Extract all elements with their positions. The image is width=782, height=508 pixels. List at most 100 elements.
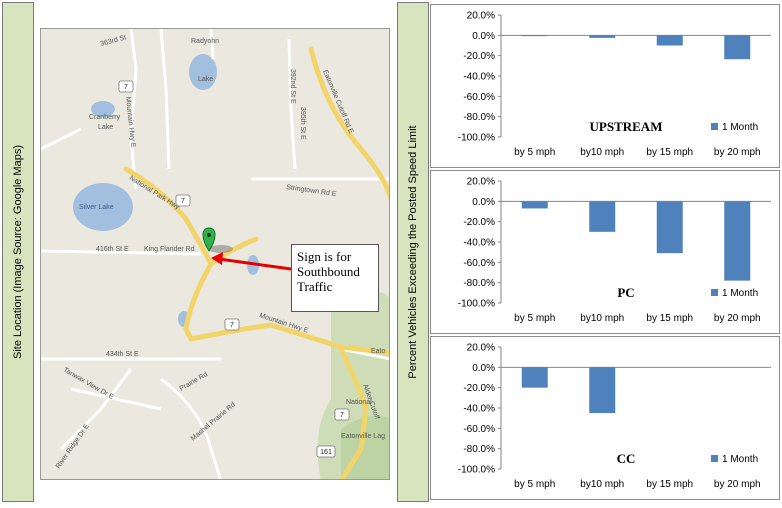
y-tick-label: 0.0% [472,197,495,208]
bar [724,35,751,60]
map-canvas: 7 7 7 7 161 363rd St Radyohn Lake 392nd … [41,29,389,479]
map-label: 416th St E [96,246,129,253]
bar [724,201,751,281]
highways [123,46,389,479]
chart-title: CC [617,451,636,466]
legend-label: 1 Month [722,454,758,465]
y-tick-label: 20.0% [467,11,495,22]
y-tick-label: -100.0% [458,465,495,476]
route-shield [224,318,240,331]
bar [589,35,616,38]
silver-lake [73,183,133,231]
x-tick-label: by 20 mph [714,479,761,490]
y-tick-label: -60.0% [463,424,495,435]
y-tick-label: -40.0% [463,238,495,249]
upstream-chart-plot: 20.0% 0.0% -20.0% -40.0% -60.0% -80.0% -100.0%… [458,11,771,158]
x-tick-label: by10 mph [580,479,624,490]
bar [521,367,548,388]
legend-swatch [711,289,718,296]
y-tick-label: -80.0% [463,112,495,123]
chart-title: UPSTREAM [590,119,663,134]
legend-label: 1 Month [722,288,758,299]
callout-line: Sign is for [297,249,352,264]
sign-callout: Sign is for Southbound Traffic [291,244,379,312]
y-axis-title: Percent Vehicles Exceeding the Posted Sp… [407,125,419,379]
route-7-label: 7 [124,84,128,91]
x-tick-label: by 15 mph [646,479,693,490]
map-label: Eato [371,348,386,355]
map-label: Stringtown Rd E [286,184,337,198]
route-7-label: 7 [340,412,344,419]
bar [656,201,683,254]
y-tick-label: -60.0% [463,258,495,269]
x-tick-label: by 15 mph [646,313,693,324]
map-label: 392nd St E [289,69,296,104]
route-shields [118,80,350,458]
left-sidebar: Site Location (Image Source: Google Maps… [2,2,34,502]
map-label: Eatonville Lag [341,433,385,440]
y-tick-label: -20.0% [463,51,495,62]
pc-chart-plot: 20.0% 0.0% -20.0% -40.0% -60.0% -80.0% -100.0%… [458,177,771,324]
map-label: Tanwax View Dr E [62,367,115,402]
x-tick-label: by 20 mph [714,313,761,324]
y-tick-label: -20.0% [463,217,495,228]
y-tick-label: 0.0% [472,363,495,374]
callout-line: Southbound [297,264,360,279]
cc-chart: 20.0% 0.0% -20.0% -40.0% -60.0% -80.0% -100.0%… [430,336,780,500]
cranberry-lake [91,101,115,117]
y-tick-label: -80.0% [463,444,495,455]
y-tick-label: 20.0% [467,343,495,354]
map-label: Cranberry [89,114,121,121]
x-tick-label: by 5 mph [514,147,555,158]
legend-swatch [711,455,718,462]
legend-label: 1 Month [722,122,758,133]
route-shield [334,408,350,421]
y-tick-label: -40.0% [463,72,495,83]
map-label: River Ridge Dr E [55,423,91,470]
x-tick-label: by 20 mph [714,147,761,158]
x-tick-label: by 5 mph [514,313,555,324]
map-label: 363rd St [100,34,127,48]
map-label: Eatonville Cutoff Rd E [321,69,354,135]
site-location-label: Site Location (Image Source: Google Maps… [12,144,24,360]
y-tick-label: -20.0% [463,383,495,394]
y-tick-label: 20.0% [467,177,495,188]
y-tick-label: 0.0% [472,31,495,42]
y-tick-label: -100.0% [458,133,495,144]
route-7-label: 7 [230,322,234,329]
bar [589,201,616,232]
map-label: 434th St E [106,351,139,358]
x-tick-label: by 5 mph [514,479,555,490]
bar [521,35,548,37]
route-161-label: 161 [320,449,332,456]
minor-roads [41,29,389,479]
y-tick-label: -80.0% [463,278,495,289]
bar [656,35,683,46]
bar [589,367,616,414]
map-label: Mashel Prairie Rd [190,401,237,442]
legend-swatch [711,123,718,130]
map-label: Prairie Rd [179,371,210,393]
upstream-chart: 20.0% 0.0% -20.0% -40.0% -60.0% -80.0% -100.0%… [430,4,780,168]
map-label: King Flander Rd [144,246,195,253]
map-label: Lake [98,124,113,131]
callout-line: Traffic [297,279,333,294]
map-label: 395th St E [299,107,306,140]
x-tick-label: by10 mph [580,313,624,324]
red-arrow-icon [211,252,292,271]
map-label: National Park Hwy [128,175,181,212]
y-tick-label: -100.0% [458,299,495,310]
route-7-label: 7 [181,198,185,205]
map-label: National [346,399,372,406]
location-marker-icon [202,227,233,253]
y-tick-label: -40.0% [463,404,495,415]
x-tick-label: by10 mph [580,147,624,158]
map-label: Lake [198,76,213,83]
route-shield [175,194,191,207]
y-tick-label: -60.0% [463,92,495,103]
radyohn-lake [189,54,217,90]
right-sidebar: Percent Vehicles Exceeding the Posted Sp… [397,2,429,502]
pc-chart: 20.0% 0.0% -20.0% -40.0% -60.0% -80.0% -100.0%… [430,170,780,334]
map-label: Silver Lake [79,204,114,211]
map-label: Radyohn [191,38,219,45]
